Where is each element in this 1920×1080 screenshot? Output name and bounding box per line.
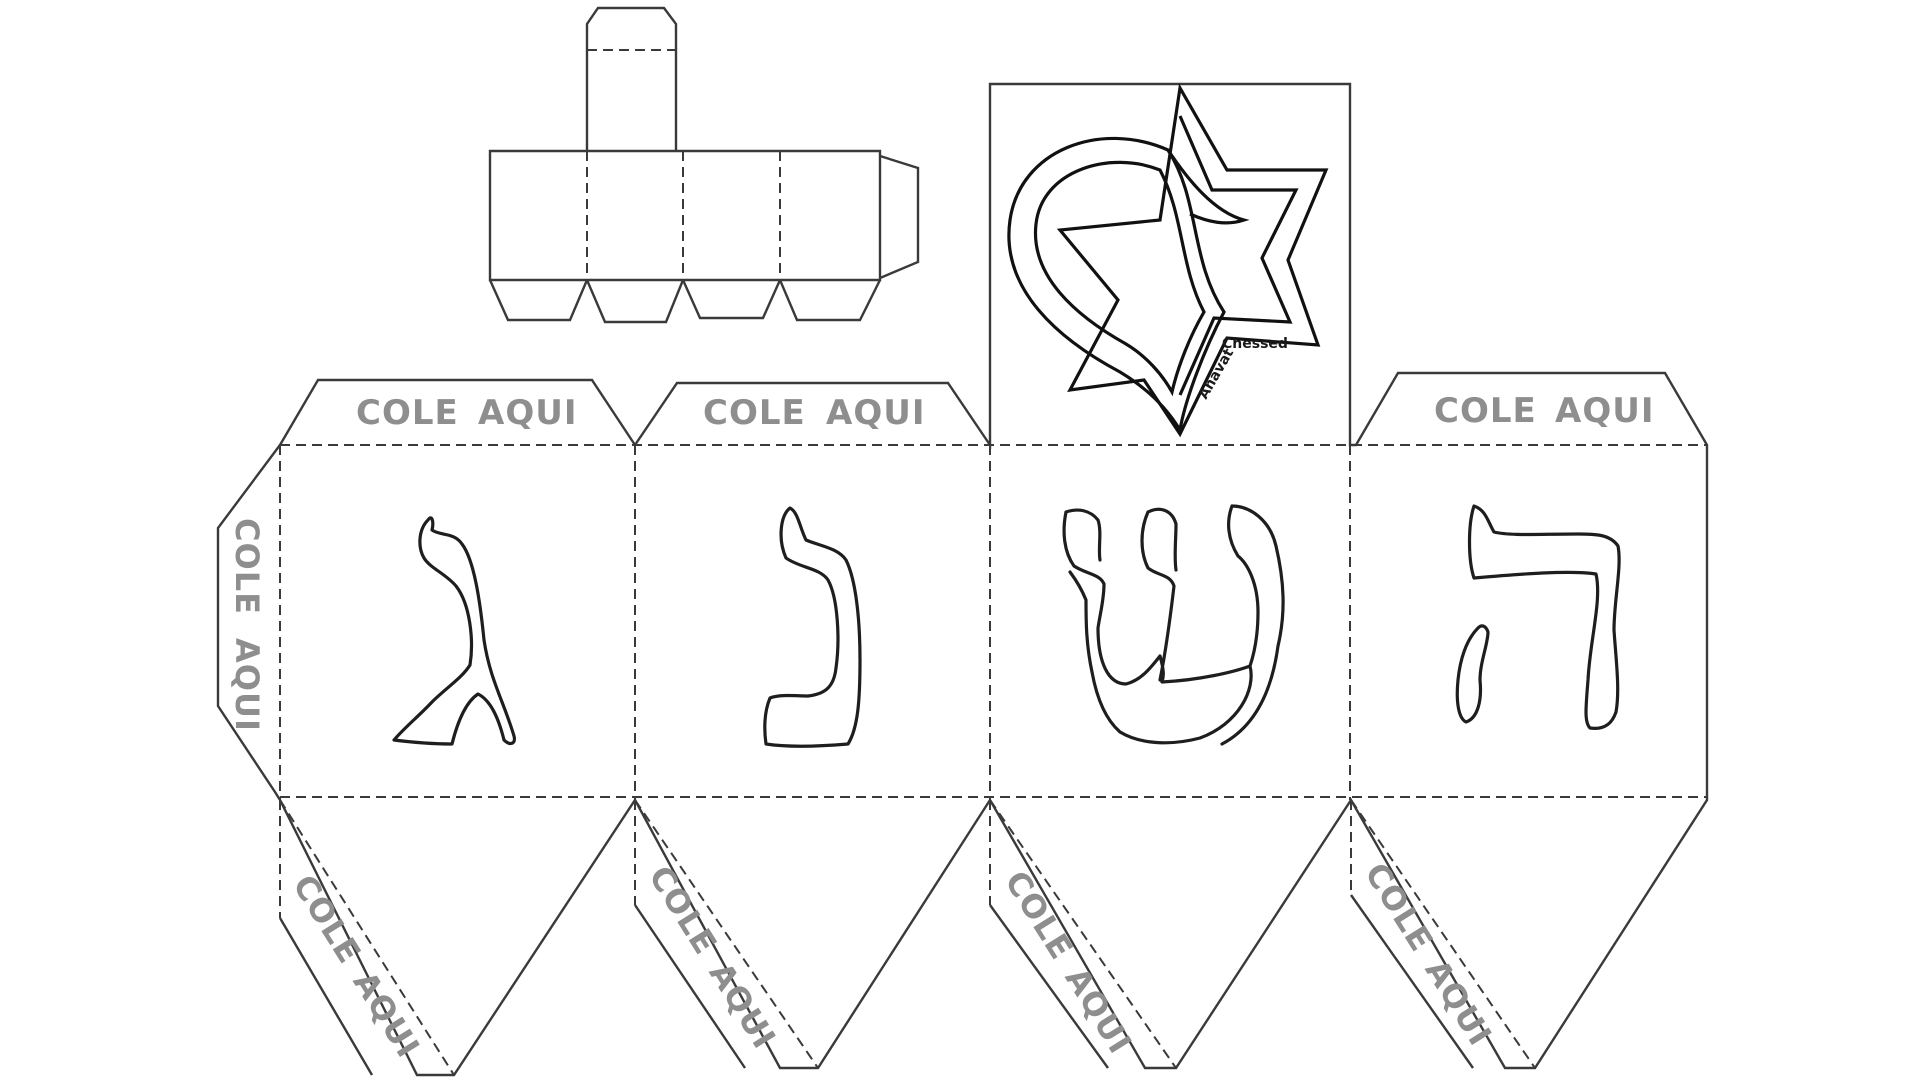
letter-gimel-icon xyxy=(392,516,516,746)
svg-text:AQUI: AQUI xyxy=(1555,391,1654,431)
glue-label-bottom-3: COLE AQUI xyxy=(997,864,1139,1060)
glue-label-top-1: COLE AQUI xyxy=(356,393,577,433)
svg-text:AQUI: AQUI xyxy=(1058,961,1140,1061)
dreidel-net: COLE AQUI COLE AQUI COLE AQUI COLE AQUI … xyxy=(216,82,1709,1077)
glue-label-bottom-2: COLE AQUI xyxy=(641,859,783,1055)
small-box-bottom-flaps xyxy=(488,279,882,324)
svg-text:Ahavat: Ahavat xyxy=(1196,346,1238,402)
svg-text:COLE: COLE xyxy=(641,859,725,961)
svg-text:Chessed: Chessed xyxy=(1222,336,1288,352)
svg-text:COLE: COLE xyxy=(997,864,1081,966)
svg-text:COLE: COLE xyxy=(228,518,266,615)
svg-text:AQUI: AQUI xyxy=(478,393,577,433)
svg-text:COLE: COLE xyxy=(285,868,369,970)
svg-text:AQUI: AQUI xyxy=(702,956,784,1056)
svg-text:COLE: COLE xyxy=(356,393,459,433)
star-of-david-icon xyxy=(1056,83,1329,438)
letter-he-icon xyxy=(1455,504,1621,730)
svg-text:AQUI: AQUI xyxy=(228,638,266,732)
svg-text:AQUI: AQUI xyxy=(826,393,925,433)
glue-label-top-4: COLE AQUI xyxy=(1434,391,1654,431)
small-box-net xyxy=(488,6,920,324)
fold-lines xyxy=(279,444,1707,1076)
glue-label-left: COLE AQUI xyxy=(228,518,266,732)
letter-nun-icon xyxy=(763,506,862,748)
svg-text:COLE: COLE xyxy=(1357,856,1441,958)
heart-icon xyxy=(1007,136,1226,435)
ahavat-chessed-logo: Chessed Ahavat xyxy=(1007,83,1329,438)
small-box-body xyxy=(488,149,882,282)
dreidel-net-outline xyxy=(216,82,1709,1077)
letter-shin-icon xyxy=(1062,504,1285,746)
svg-text:AQUI: AQUI xyxy=(1418,953,1500,1053)
small-box-top-flap xyxy=(585,6,678,151)
glue-label-bottom-1: COLE AQUI xyxy=(285,868,427,1064)
glue-label-bottom-4: COLE AQUI xyxy=(1357,856,1499,1052)
glue-label-top-2: COLE AQUI xyxy=(703,393,925,433)
svg-text:COLE: COLE xyxy=(1434,391,1537,431)
svg-text:COLE: COLE xyxy=(703,393,806,433)
